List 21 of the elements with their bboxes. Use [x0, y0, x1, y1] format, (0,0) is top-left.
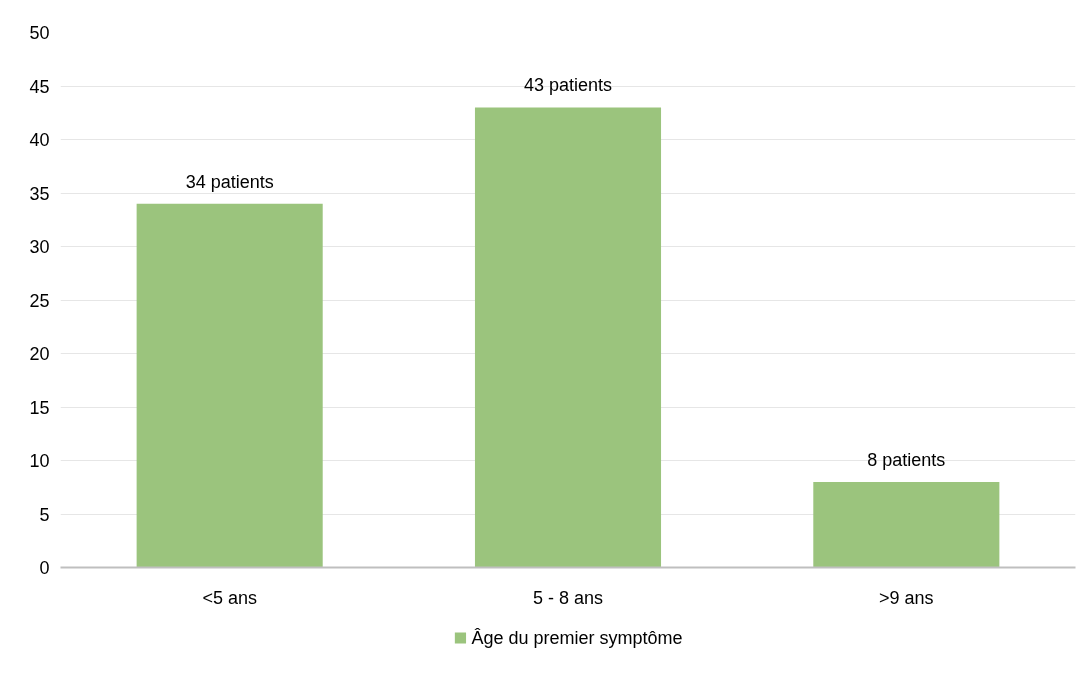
y-tick-label: 25: [29, 290, 50, 311]
y-tick-label: 30: [29, 237, 50, 257]
bar: [136, 203, 323, 568]
legend-label: Âge du premier symptôme: [471, 627, 683, 648]
x-tick-label: 5 - 8 ans: [532, 587, 604, 608]
data-label: 34 patients: [185, 171, 274, 192]
x-tick-label: <5 ans: [202, 587, 257, 608]
data-label: 43 patients: [523, 75, 613, 96]
y-tick-label: 20: [29, 344, 50, 364]
y-tick-label: 45: [29, 76, 50, 97]
y-tick-label: 15: [29, 397, 50, 418]
bar: [474, 107, 662, 568]
bar: [813, 481, 1000, 568]
y-tick-label: 10: [29, 451, 50, 471]
y-tick-label: 35: [29, 183, 50, 204]
y-tick-label: 0: [39, 558, 50, 578]
y-tick-label: 40: [29, 130, 50, 150]
y-tick-label: 5: [39, 504, 50, 525]
y-tick-label: 50: [29, 23, 50, 43]
x-tick-label: >9 ans: [879, 587, 934, 608]
data-label: 8 patients: [867, 449, 946, 470]
